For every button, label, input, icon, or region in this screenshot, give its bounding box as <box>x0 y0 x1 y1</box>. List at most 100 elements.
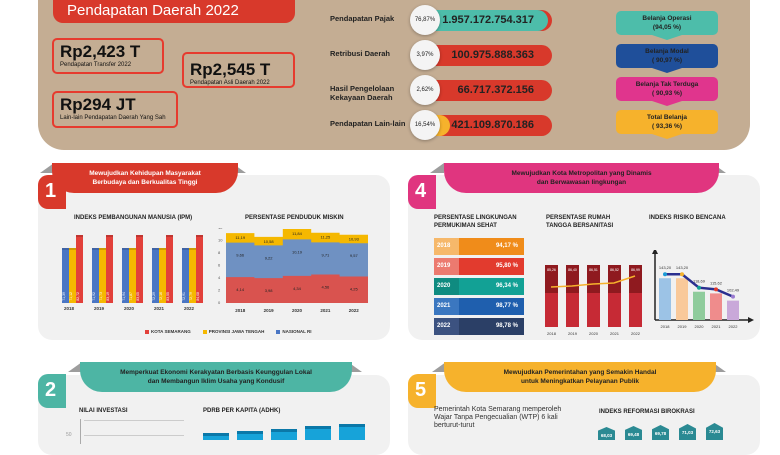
spending-value: (94,05 %) <box>652 24 682 31</box>
poverty-value: 3,98 <box>265 288 274 293</box>
poverty-value: 4,34 <box>293 286 302 291</box>
risk-bar <box>727 300 739 320</box>
ipm-value: 71,87 <box>129 292 133 301</box>
income-percent: 2,62% <box>410 75 440 105</box>
ipm-value: 71,73 <box>99 292 103 301</box>
income-label: Pendapatan Pajak <box>330 14 395 23</box>
income-label: Retribusi Daerah <box>330 49 391 58</box>
sanitation-value: 86,40 <box>568 268 577 272</box>
investment-tick: 50 <box>66 432 72 438</box>
poverty-value: 10,58 <box>264 239 275 244</box>
income-amount: 421.109.870.186 <box>451 119 534 131</box>
sanitation-year: 2020 <box>589 331 599 336</box>
other-revenue-label: Lain-lain Pendapatan Daerah Yang Sah <box>60 115 166 121</box>
risk-dot <box>663 272 667 277</box>
legend-label: PROVINSI JAWA TENGAH <box>208 329 265 334</box>
own-revenue-value: Rp2,545 T <box>190 60 271 79</box>
ipm-bar: 72,29 <box>152 248 159 303</box>
rb-value: 68,03 <box>598 427 615 440</box>
other-revenue-value: Rp294 JT <box>60 95 136 114</box>
rb-value: 71,03 <box>679 424 696 440</box>
rb-value: 72,63 <box>706 423 723 440</box>
ipm-bar: 71,87 <box>129 248 136 303</box>
sanitation-title: PERSENTASE RUMAH TANGGA BERSANITASI <box>546 215 614 229</box>
transfer-revenue-value: Rp2,423 T <box>60 42 141 61</box>
chart-legend: KOTA SEMARANG PROVINSI JAWA TENGAH NASIONA… <box>145 329 312 334</box>
gridline <box>84 435 184 436</box>
ribbon-wing <box>68 362 82 372</box>
risk-dot <box>731 294 735 299</box>
poverty-value: 10,19 <box>292 249 303 254</box>
poverty-value: 11,25 <box>321 235 331 240</box>
income-amount: 100.975.888.363 <box>451 49 534 61</box>
risk-chart: 143,20 2018 143,20 2019 118,69 2020 115,62 2021… <box>652 250 754 329</box>
poverty-title: PERSENTASE PENDUDUK MISKIN <box>245 215 344 221</box>
risk-title: INDEKS RISIKO BENCANA <box>649 215 726 221</box>
spending-label: Belanja Tak Terduga <box>635 81 699 88</box>
spending-item: Belanja Operasi (94,05 %) <box>616 11 718 40</box>
risk-year: 2019 <box>678 324 688 329</box>
poverty-value: 10,93 <box>349 237 360 242</box>
risk-dot <box>697 285 701 290</box>
ipm-bar: 71,39 <box>62 248 69 303</box>
risk-year: 2020 <box>695 324 705 329</box>
ipm-value: 83,19 <box>106 292 110 301</box>
poverty-value: 11,19 <box>235 235 245 240</box>
poverty-value: 9,22 <box>265 255 274 260</box>
rb-value: 69,78 <box>652 425 669 440</box>
ipm-bar: 71,73 <box>99 248 106 303</box>
sanitation-chart: 85,26 2018 86,40 2019 86,51 2020 86,52 2021 86,9… <box>545 265 642 336</box>
env-table: 2018 94,17 % 2019 95,80 % 2020 96,34 % 2021 98,… <box>434 238 524 338</box>
env-value: 98,77 % <box>495 303 518 309</box>
ipm-year: 2022 <box>184 306 195 311</box>
income-label: Hasil Pengelolaan Kekayaan Daerah <box>330 84 395 102</box>
income-amount: 66.717.372.156 <box>457 84 534 96</box>
spending-label: Total Belanja <box>647 114 687 121</box>
risk-value: 115,62 <box>710 280 723 285</box>
ipm-title: INDEKS PEMBANGUNAN MANUSIA (IPM) <box>74 215 193 221</box>
spending-value: ( 90,97 %) <box>652 57 682 64</box>
legend-item: KOTA SEMARANG <box>145 329 191 334</box>
ipm-chart: 71,39 71,12 82,72 2018 71,92 71,73 83,19 2019 71… <box>62 235 212 311</box>
env-year: 2020 <box>434 278 459 295</box>
poverty-ytick: 8 <box>218 250 221 255</box>
ipm-year: 2018 <box>64 306 75 311</box>
ipm-bar: 71,92 <box>92 248 99 303</box>
own-revenue-box: Rp2,545 T Pendapatan Asli Daerah 2022 <box>182 52 295 88</box>
pdrb-bar <box>339 424 365 440</box>
ipm-value: 71,39 <box>62 292 66 301</box>
env-title: PERSENTASE LINGKUNGAN PERMUKIMAN SEHAT <box>434 215 517 229</box>
wtp-text: Pemerintah Kota Semarang memperoleh Waja… <box>434 406 562 429</box>
poverty-year: 2022 <box>349 308 360 313</box>
pdrb-bar <box>203 433 229 440</box>
pdrb-chart <box>203 420 368 440</box>
pdrb-bar <box>305 426 331 440</box>
income-percent: 76,87% <box>410 5 440 35</box>
ipm-year: 2019 <box>94 306 105 311</box>
risk-bar <box>676 278 688 320</box>
income-bar: 1.957.172.754.317 <box>420 10 552 31</box>
env-year: 2021 <box>434 298 459 315</box>
env-value: 98,78 % <box>495 323 518 329</box>
poverty-ytick: 2 <box>218 288 221 293</box>
ipm-bar: 71,94 <box>122 248 129 303</box>
poverty-value: 9,66 <box>236 253 245 258</box>
legend-label: KOTA SEMARANG <box>151 329 191 334</box>
section4-number: 4 <box>408 175 436 209</box>
ipm-value: 71,94 <box>122 292 126 301</box>
poverty-value: 9,57 <box>350 253 359 258</box>
risk-year: 2022 <box>729 324 739 329</box>
spending-item: Total Belanja ( 93,36 %) <box>616 110 718 139</box>
poverty-ytick: 12 <box>218 228 223 230</box>
ribbon-wing <box>232 163 246 173</box>
ipm-value: 83,05 <box>136 292 140 301</box>
poverty-year: 2020 <box>292 308 303 313</box>
axis-arrow-icon <box>748 317 754 323</box>
poverty-year: 2018 <box>235 308 246 313</box>
ipm-bar: 84,08 <box>196 235 203 303</box>
sanitation-value: 85,26 <box>547 268 556 272</box>
ipm-value: 72,16 <box>159 292 163 301</box>
poverty-ytick: 4 <box>218 275 221 280</box>
poverty-area <box>226 274 368 303</box>
investment-axis <box>80 419 81 444</box>
